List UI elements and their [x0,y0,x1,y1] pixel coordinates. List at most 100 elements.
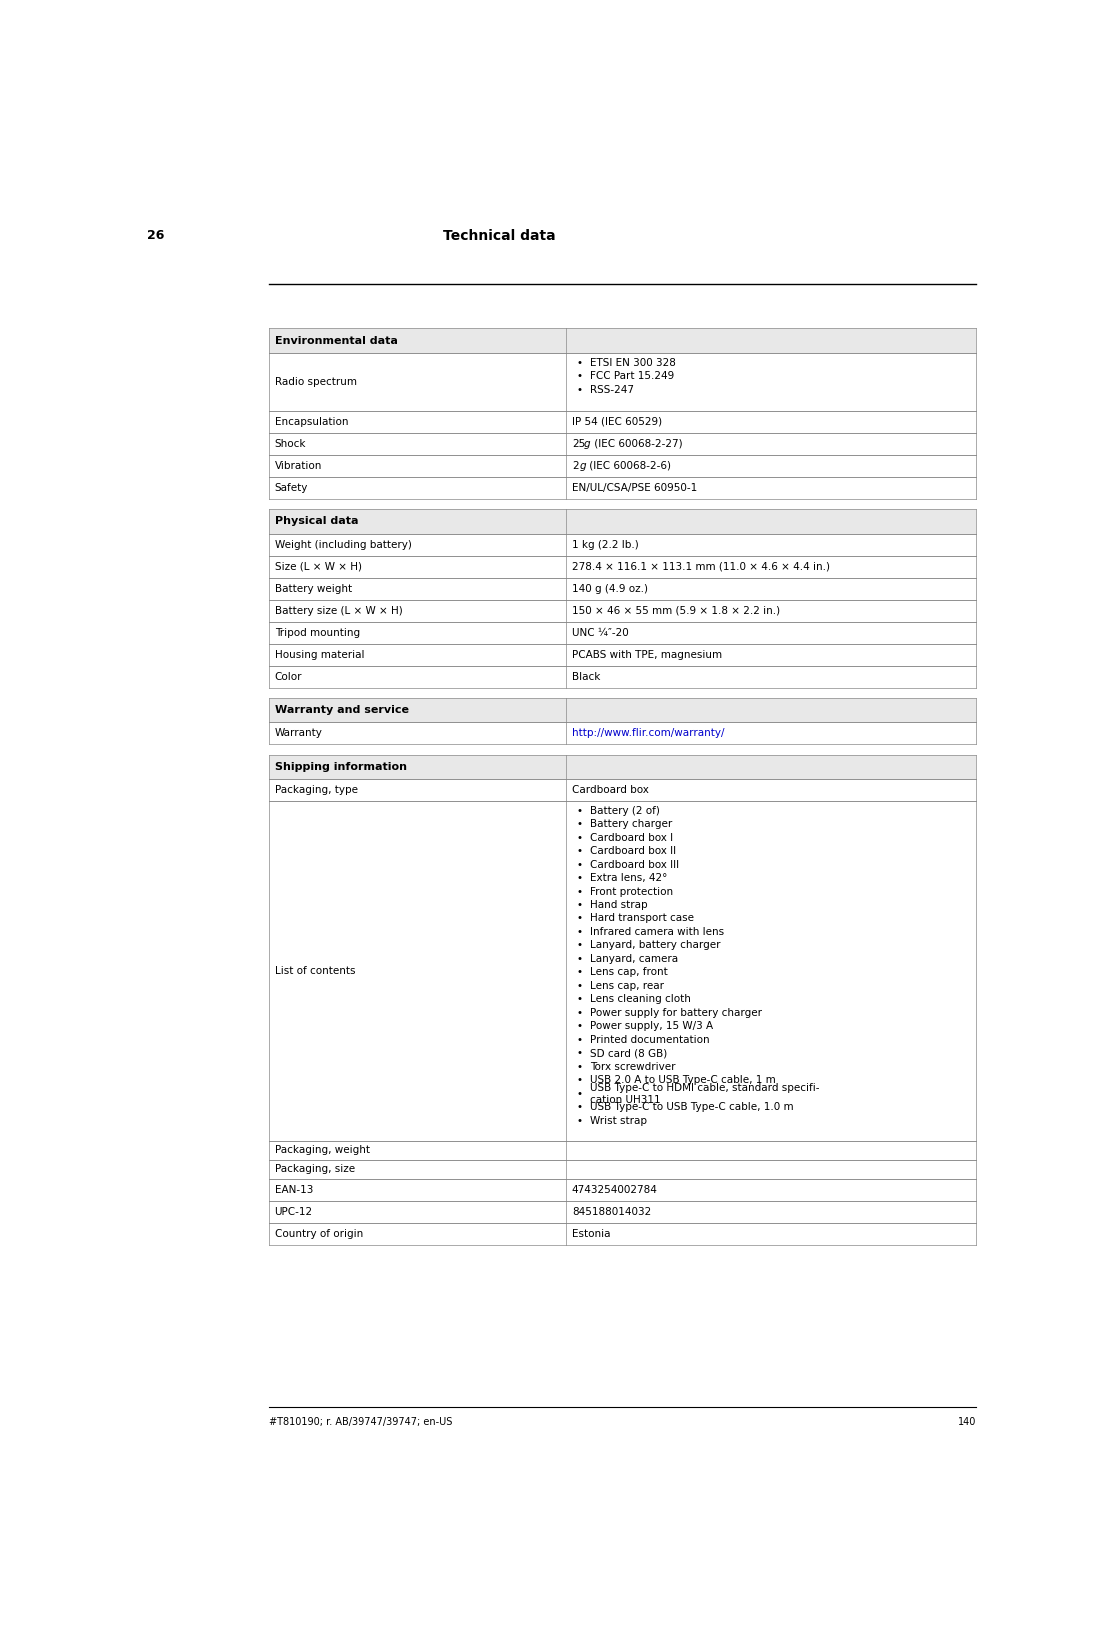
Text: 1 kg (2.2 lb.): 1 kg (2.2 lb.) [572,540,639,549]
Bar [566,801,977,1141]
Bar [566,353,977,410]
Text: 25: 25 [572,438,585,450]
Bar [269,600,566,621]
Text: Extra lens, 42°: Extra lens, 42° [590,873,667,883]
Bar [566,329,977,353]
Text: •: • [576,832,582,842]
Text: Infrared camera with lens: Infrared camera with lens [590,927,723,937]
Text: Warranty: Warranty [275,729,322,739]
Text: Warranty and service: Warranty and service [275,705,409,714]
Text: Battery (2 of): Battery (2 of) [590,806,660,816]
Bar [269,556,566,577]
Text: Lens cap, rear: Lens cap, rear [590,981,664,991]
Text: •: • [576,1007,582,1019]
Text: 2: 2 [572,461,579,471]
Bar [566,455,977,477]
Bar [269,754,566,780]
Text: USB 2.0 A to USB Type-C cable, 1 m: USB 2.0 A to USB Type-C cable, 1 m [590,1076,776,1086]
Text: Lanyard, battery charger: Lanyard, battery charger [590,940,720,950]
Bar [269,477,566,499]
Bar [269,801,566,1141]
Text: Color: Color [275,672,302,682]
Bar [566,1179,977,1200]
Bar [269,1179,566,1200]
Text: Front protection: Front protection [590,886,673,896]
Bar [269,353,566,410]
Text: Power supply, 15 W/3 A: Power supply, 15 W/3 A [590,1022,712,1032]
Bar [566,477,977,499]
Text: g: g [580,461,586,471]
Text: 150 × 46 × 55 mm (5.9 × 1.8 × 2.2 in.): 150 × 46 × 55 mm (5.9 × 1.8 × 2.2 in.) [572,605,780,616]
Text: Battery size (L × W × H): Battery size (L × W × H) [275,605,402,616]
Text: USB Type-C to HDMI cable, standard specifi-
cation UH311: USB Type-C to HDMI cable, standard speci… [590,1082,819,1105]
Text: Shipping information: Shipping information [275,762,407,772]
Text: •: • [576,1076,582,1086]
Text: •: • [576,927,582,937]
Text: Cardboard box II: Cardboard box II [590,845,676,857]
Text: •: • [576,886,582,896]
Text: Lanyard, camera: Lanyard, camera [590,953,677,965]
Text: 845188014032: 845188014032 [572,1207,651,1216]
Text: RSS-247: RSS-247 [590,386,633,396]
Text: •: • [576,1061,582,1073]
Text: 278.4 × 116.1 × 113.1 mm (11.0 × 4.6 × 4.4 in.): 278.4 × 116.1 × 113.1 mm (11.0 × 4.6 × 4… [572,562,830,572]
Text: Power supply for battery charger: Power supply for battery charger [590,1007,762,1019]
Bar [566,1159,977,1179]
Bar [566,1223,977,1244]
Text: Country of origin: Country of origin [275,1230,363,1239]
Bar [269,433,566,455]
Text: Lens cap, front: Lens cap, front [590,968,667,978]
Bar [566,1200,977,1223]
Bar [566,665,977,688]
Text: EAN-13: EAN-13 [275,1185,313,1195]
Bar [566,433,977,455]
Bar [269,577,566,600]
Bar [269,1159,566,1179]
Text: 4743254002784: 4743254002784 [572,1185,658,1195]
Text: List of contents: List of contents [275,966,355,976]
Text: •: • [576,914,582,924]
Text: Cardboard box I: Cardboard box I [590,832,673,842]
Text: 26: 26 [147,229,164,242]
Text: •: • [576,940,582,950]
Text: SD card (8 GB): SD card (8 GB) [590,1048,667,1058]
Text: •: • [576,371,582,381]
Text: Packaging, size: Packaging, size [275,1164,355,1174]
Bar [566,508,977,533]
Bar [566,556,977,577]
Text: Hard transport case: Hard transport case [590,914,694,924]
Text: Wrist strap: Wrist strap [590,1115,647,1127]
Bar [566,621,977,644]
Text: •: • [576,1035,582,1045]
Text: •: • [576,1102,582,1112]
Text: •: • [576,1022,582,1032]
Text: •: • [576,968,582,978]
Bar [566,723,977,744]
Text: Size (L × W × H): Size (L × W × H) [275,562,362,572]
Text: Tripod mounting: Tripod mounting [275,628,359,638]
Text: ETSI EN 300 328: ETSI EN 300 328 [590,358,675,368]
Text: (IEC 60068-2-6): (IEC 60068-2-6) [586,461,672,471]
Text: Black: Black [572,672,601,682]
Bar [269,621,566,644]
Bar [269,1223,566,1244]
Text: •: • [576,899,582,911]
Text: g: g [584,438,591,450]
Text: •: • [576,1089,582,1099]
Bar [269,698,566,723]
Text: •: • [576,819,582,829]
Text: •: • [576,860,582,870]
Text: Radio spectrum: Radio spectrum [275,378,356,387]
Text: •: • [576,981,582,991]
Text: #T810190; r. AB/39747/39747; en-US: #T810190; r. AB/39747/39747; en-US [269,1418,452,1427]
Bar [566,577,977,600]
Text: Safety: Safety [275,482,308,494]
Text: Lens cleaning cloth: Lens cleaning cloth [590,994,690,1004]
Text: 140: 140 [958,1418,977,1427]
Text: Shock: Shock [275,438,306,450]
Text: Housing material: Housing material [275,649,364,661]
Bar [269,723,566,744]
Bar [566,698,977,723]
Text: Physical data: Physical data [275,517,358,526]
Text: UPC-12: UPC-12 [275,1207,312,1216]
